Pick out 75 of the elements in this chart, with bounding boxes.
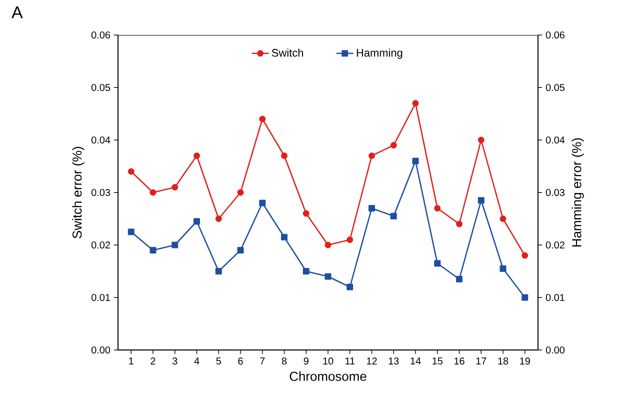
point [390,142,397,148]
x-tick-label: 12 [366,358,377,364]
x-tick-label: 3 [172,358,178,365]
x-tick-label: 17 [476,358,486,364]
y2-tick-label: 0.02 [546,241,564,249]
x-tick-label: 1 [129,358,134,364]
y-tick-label: 0.04 [91,136,110,144]
point [302,210,310,217]
y-tick-label: 0.06 [91,31,110,39]
point [150,189,156,196]
point [478,136,484,144]
y2-tick-label: 0.06 [546,31,564,39]
point [456,220,462,228]
y-tick-label: 0.00 [91,346,110,354]
x-tick-label: 6 [238,358,243,365]
point [302,268,310,274]
point [215,216,222,222]
point [500,265,506,272]
point [434,260,441,267]
point [259,116,266,122]
y-axis-title: Switch error (%) [72,146,84,238]
x-tick-label: 11 [345,358,355,364]
point [500,216,506,222]
x-tick-label: 15 [432,358,443,364]
y2-tick-label: 0.01 [546,294,564,302]
y2-tick-label: 0.03 [546,188,564,196]
point [194,152,200,159]
x-tick-label: 19 [520,358,530,365]
x-tick-label: 13 [388,358,399,365]
text: A [12,6,23,18]
y-tick-label: 0.05 [91,84,110,92]
point [478,197,484,204]
point [412,100,419,106]
point [281,152,288,159]
point [368,152,375,159]
point [128,168,134,175]
point [259,200,266,206]
y-tick-label: 0.02 [91,241,110,249]
y2-tick-label: 0.00 [546,346,565,354]
point [237,189,244,196]
point [172,242,178,248]
x-tick-label: 9 [304,358,308,365]
point [456,276,462,282]
x-tick-label: 10 [323,358,334,365]
legend-label: Switch [272,48,303,57]
point [215,268,222,274]
point [128,228,134,236]
point [172,184,178,190]
x-tick-label: 16 [454,358,464,365]
x-axis-title: Chromosome [290,371,366,381]
point [150,247,156,254]
point [237,247,244,254]
y-tick-label: 0.01 [91,294,110,302]
y2-tick-label: 0.04 [546,136,565,144]
x-tick-label: 14 [410,358,421,364]
point [194,218,200,225]
x-tick-label: 4 [194,358,200,364]
x-tick-label: 8 [282,358,287,365]
point [346,284,354,290]
point [346,236,354,243]
point [368,205,375,212]
y2-tick-label: 0.05 [546,84,565,92]
point [324,242,332,248]
point [390,212,397,220]
legend-label: Hamming [356,48,402,59]
x-tick-label: 5 [216,358,221,364]
x-tick-label: 2 [150,358,156,364]
point [522,252,528,259]
point [522,294,528,301]
y2-axis-title: Hamming error (%) [572,138,584,246]
point [281,234,288,240]
point [434,205,441,212]
x-tick-label: 7 [260,358,265,364]
x-tick-label: 18 [498,358,508,365]
y-tick-label: 0.03 [91,188,110,196]
